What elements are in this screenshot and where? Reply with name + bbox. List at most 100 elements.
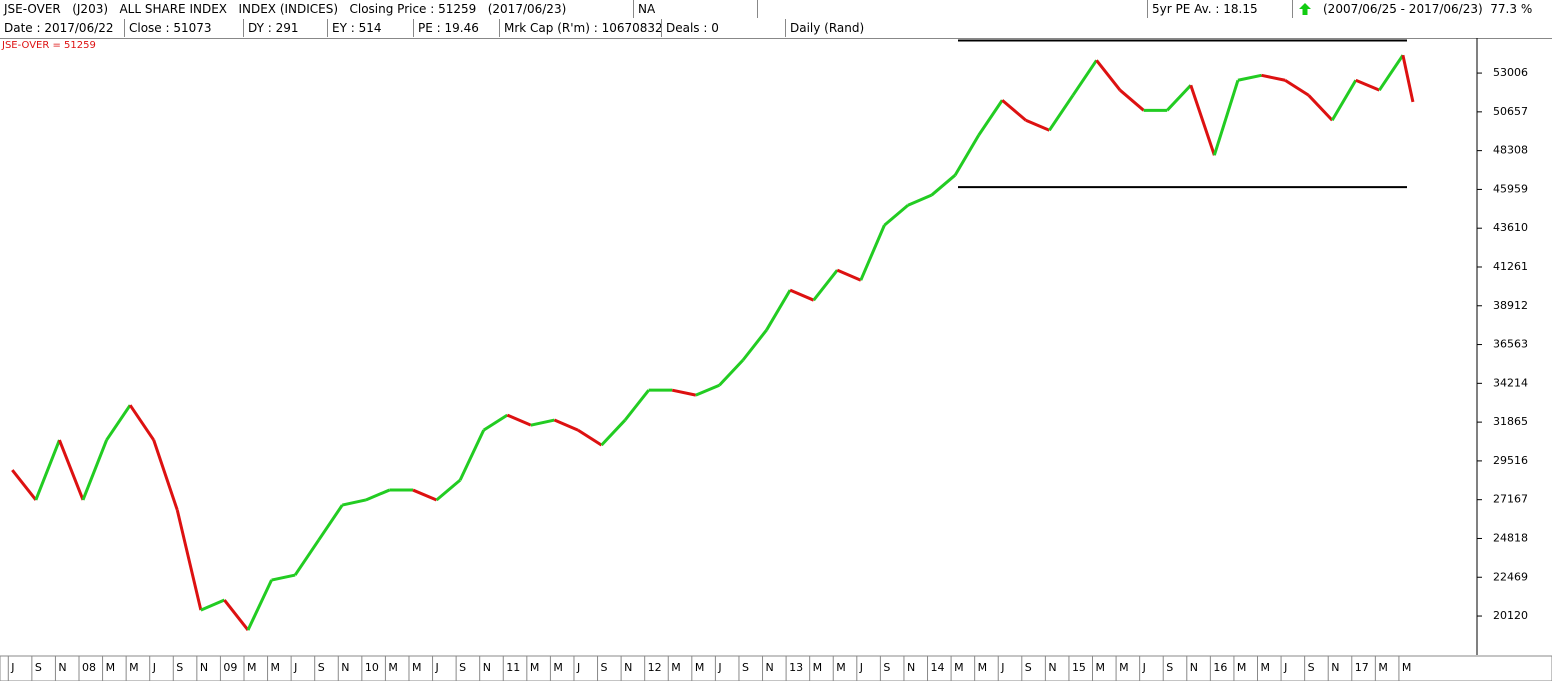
price-segment bbox=[812, 269, 839, 302]
stat-cell: Date : 2017/06/22 bbox=[0, 19, 125, 37]
price-segment bbox=[271, 573, 296, 582]
x-tick-label: M bbox=[954, 661, 964, 674]
y-tick-label: 48308 bbox=[1493, 144, 1528, 157]
x-tick-label: N bbox=[341, 661, 349, 674]
price-segment bbox=[1237, 73, 1262, 82]
stat-cell: EY : 514 bbox=[328, 19, 414, 37]
x-tick-label: M bbox=[695, 661, 705, 674]
price-segment bbox=[553, 418, 579, 432]
stat-cell: Deals : 0 bbox=[662, 19, 786, 37]
x-tick-label: N bbox=[200, 661, 208, 674]
price-segment bbox=[11, 469, 38, 501]
x-tick-label: 12 bbox=[648, 661, 662, 674]
x-tick-label: N bbox=[58, 661, 66, 674]
x-tick-label: M bbox=[1119, 661, 1129, 674]
x-tick-label: S bbox=[883, 661, 890, 674]
x-tick-label: N bbox=[1331, 661, 1339, 674]
info-cell: (2007/06/25 - 2017/06/23) 77.3 % bbox=[1323, 2, 1533, 16]
price-segment bbox=[977, 99, 1004, 137]
price-segment bbox=[246, 579, 273, 631]
y-tick-label: 43610 bbox=[1493, 221, 1528, 234]
price-segment bbox=[623, 389, 650, 421]
stat-cell: Mrk Cap (R'm) : 10670832 bbox=[500, 19, 662, 37]
x-tick-label: M bbox=[1402, 661, 1412, 674]
price-segment bbox=[365, 488, 390, 502]
price-segment bbox=[152, 439, 179, 511]
x-tick-label: M bbox=[1378, 661, 1388, 674]
info-cell: NA bbox=[634, 0, 758, 18]
x-tick-label: S bbox=[742, 661, 749, 674]
y-tick-label: 20120 bbox=[1493, 609, 1528, 622]
price-segment bbox=[105, 404, 132, 441]
price-segment bbox=[907, 193, 933, 207]
price-segment bbox=[1355, 78, 1380, 92]
x-tick-label: S bbox=[318, 661, 325, 674]
x-tick-label: J bbox=[152, 661, 156, 674]
price-segment bbox=[836, 268, 862, 282]
x-tick-label: M bbox=[1237, 661, 1247, 674]
price-segment bbox=[435, 479, 462, 502]
y-tick-label: 27167 bbox=[1493, 493, 1528, 506]
y-tick-label: 50657 bbox=[1493, 105, 1528, 118]
y-tick-label: 22469 bbox=[1493, 570, 1528, 583]
price-segment bbox=[1071, 59, 1098, 97]
price-segment bbox=[600, 419, 627, 447]
x-tick-label: J bbox=[435, 661, 439, 674]
price-segment bbox=[128, 404, 155, 441]
price-segment bbox=[482, 413, 509, 432]
price-segment bbox=[317, 504, 344, 541]
x-tick-label: 13 bbox=[789, 661, 803, 674]
x-tick-label: J bbox=[293, 661, 297, 674]
x-tick-label: M bbox=[1261, 661, 1271, 674]
price-segment bbox=[883, 204, 909, 227]
price-segment bbox=[1025, 118, 1050, 132]
x-tick-label: 09 bbox=[223, 661, 237, 674]
x-tick-label: J bbox=[1283, 661, 1287, 674]
x-tick-label: J bbox=[10, 661, 14, 674]
x-tick-label: J bbox=[1142, 661, 1146, 674]
info-cell bbox=[758, 0, 1148, 18]
x-tick-label: 14 bbox=[931, 661, 945, 674]
x-tick-label: M bbox=[106, 661, 116, 674]
price-segment bbox=[81, 439, 108, 501]
price-segment bbox=[1307, 94, 1334, 122]
y-tick-label: 29516 bbox=[1493, 454, 1528, 467]
x-tick-label: M bbox=[671, 661, 681, 674]
x-tick-label: S bbox=[601, 661, 608, 674]
price-segment bbox=[1378, 54, 1405, 92]
stat-cell: Close : 51073 bbox=[125, 19, 244, 37]
x-tick-label: S bbox=[1025, 661, 1032, 674]
x-tick-label: M bbox=[1096, 661, 1106, 674]
up-arrow bbox=[1299, 3, 1311, 15]
x-tick-label: J bbox=[576, 661, 580, 674]
x-tick-label: N bbox=[1190, 661, 1198, 674]
x-tick-label: N bbox=[624, 661, 632, 674]
x-tick-label: N bbox=[907, 661, 915, 674]
price-segment bbox=[1401, 54, 1415, 103]
y-tick-label: 41261 bbox=[1493, 260, 1528, 273]
info-bar: JSE-OVER (J203) ALL SHARE INDEX INDEX (I… bbox=[0, 0, 1552, 20]
x-tick-label: M bbox=[271, 661, 281, 674]
x-tick-label: M bbox=[247, 661, 256, 674]
x-tick-label: 11 bbox=[506, 661, 520, 674]
price-segment bbox=[1189, 84, 1216, 156]
price-segment bbox=[200, 598, 226, 612]
price-segment bbox=[458, 429, 486, 481]
price-segment bbox=[1330, 79, 1358, 121]
x-axis-bar bbox=[0, 655, 1552, 681]
x-tick-label: 17 bbox=[1355, 661, 1369, 674]
price-segment bbox=[1284, 79, 1310, 97]
info-cell: 5yr PE Av. : 18.15 bbox=[1148, 0, 1293, 18]
price-segment bbox=[741, 329, 768, 362]
price-segment bbox=[341, 498, 367, 507]
legend: JSE-OVER = 51259 bbox=[1, 40, 96, 51]
price-segment bbox=[859, 224, 886, 281]
y-tick-label: 24818 bbox=[1493, 531, 1528, 544]
x-tick-label: 08 bbox=[82, 661, 96, 674]
x-tick-label: S bbox=[35, 661, 42, 674]
x-tick-label: 16 bbox=[1213, 661, 1227, 674]
y-tick-label: 36563 bbox=[1493, 338, 1528, 351]
price-segment bbox=[930, 174, 957, 197]
